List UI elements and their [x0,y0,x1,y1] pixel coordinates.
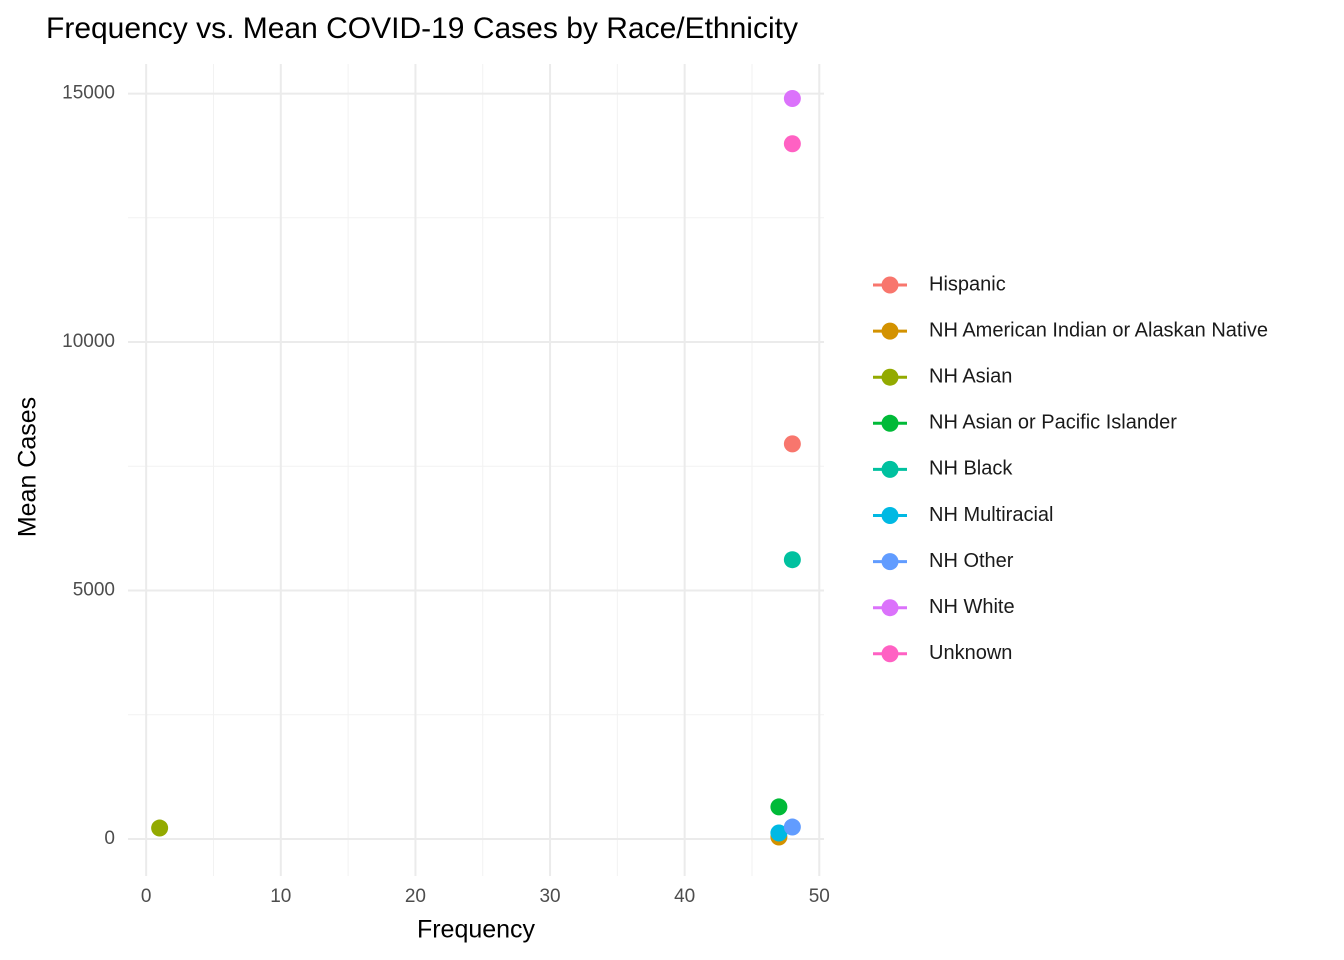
point [783,435,801,453]
legend-label: NH American Indian or Alaskan Native [929,319,1268,341]
legend-key-point [881,507,899,524]
legend-label: NH Black [929,458,1013,480]
legend-label: NH Asian [929,365,1012,387]
x-tick-label: 40 [674,886,695,907]
legend-key-point [881,460,899,478]
point [770,798,788,816]
point [783,90,801,108]
chart-title: Frequency vs. Mean COVID-19 Cases by Rac… [46,12,798,45]
y-tick-label: 15000 [62,83,115,104]
y-tick-label: 5000 [73,580,115,601]
y-axis-label: Mean Cases [14,397,42,537]
legend-key-point [881,322,899,340]
legend-key-point [881,645,899,663]
x-tick-label: 10 [270,886,291,907]
point [151,819,169,837]
legend-label: Unknown [929,642,1012,664]
point [783,551,801,569]
legend-label: NH Multiracial [929,504,1053,526]
legend-label: NH White [929,596,1015,618]
legend-key-point [881,599,899,617]
legend-key-point [881,276,899,294]
x-tick-label: 20 [405,886,426,907]
y-tick-label: 10000 [62,331,115,352]
x-tick-label: 0 [141,886,152,907]
point [783,135,801,153]
legend-label: NH Other [929,550,1014,572]
point [770,824,788,842]
legend-label: NH Asian or Pacific Islander [929,412,1177,434]
x-axis-label: Frequency [417,916,536,944]
point [783,818,801,836]
legend-label: Hispanic [929,273,1006,295]
x-tick-label: 30 [539,886,560,907]
legend-key-point [881,414,899,432]
y-tick-label: 0 [104,828,115,849]
legend-key-point [881,553,899,571]
legend-key-point [881,368,899,386]
x-tick-label: 50 [809,886,830,907]
